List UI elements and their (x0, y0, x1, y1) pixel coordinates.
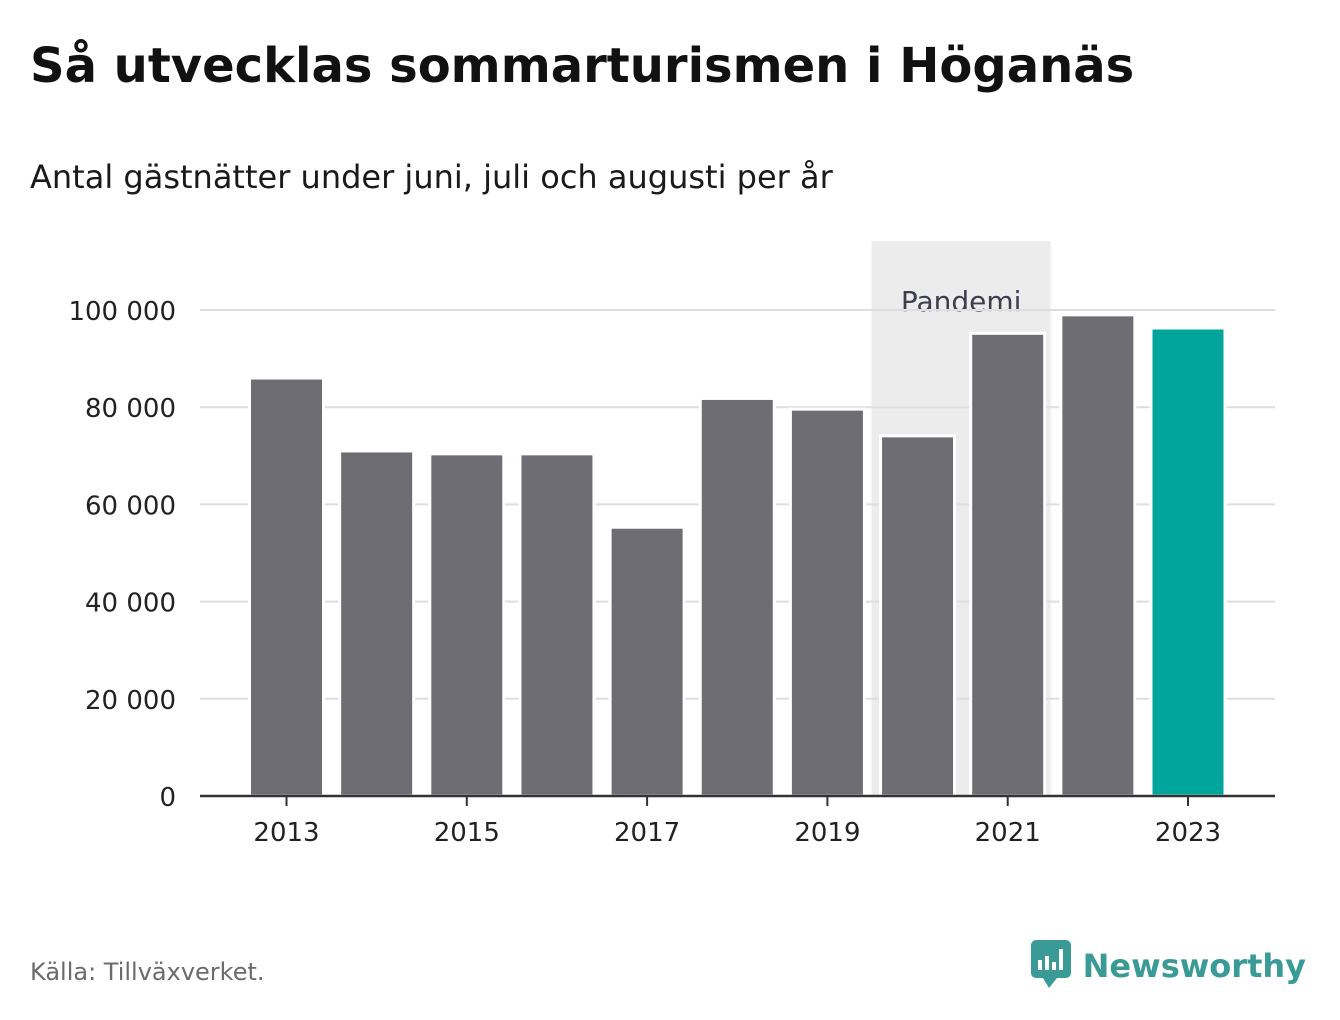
y-tick-label: 80 000 (85, 394, 176, 424)
y-tick-label: 40 000 (85, 589, 176, 619)
bar-2013 (248, 376, 325, 798)
bar-2017 (608, 525, 686, 798)
chart-title: Så utvecklas sommarturismen i Höganäs (30, 38, 1135, 94)
bar-2019 (788, 407, 866, 798)
y-tick-label: 100 000 (68, 297, 176, 327)
y-tick-label: 60 000 (85, 491, 176, 521)
x-tick-label: 2019 (794, 818, 860, 848)
bar-2018 (698, 396, 776, 798)
source-note: Källa: Tillväxverket. (30, 958, 265, 986)
bar-2021 (969, 331, 1047, 798)
bar-2016 (518, 452, 596, 798)
axes: 0 20 000 40 000 60 000 80 000 100 000 2013 2015… (68, 297, 1275, 848)
brand-name: Newsworthy (1082, 947, 1306, 985)
bar-2014 (338, 449, 416, 798)
x-tick-label: 2023 (1155, 818, 1221, 848)
brand-logo: Newsworthy (1030, 940, 1306, 992)
x-tick-label: 2013 (253, 818, 319, 848)
x-tick-label: 2021 (975, 818, 1041, 848)
chart-subtitle: Antal gästnätter under juni, juli och au… (30, 158, 833, 196)
bar-2023 (1149, 326, 1227, 798)
newsworthy-logo-icon (1030, 940, 1071, 992)
bar-2022 (1059, 313, 1137, 798)
x-tick-label: 2015 (434, 818, 500, 848)
bar-2015 (428, 452, 506, 798)
bars (248, 313, 1227, 798)
bar-2020 (879, 434, 957, 798)
y-tick-label: 0 (159, 783, 176, 813)
y-tick-label: 20 000 (85, 686, 176, 716)
x-tick-label: 2017 (614, 818, 680, 848)
pandemic-label: Pandemi (901, 285, 1022, 318)
bar-chart: Pandemi 0 20 000 40 000 60 000 80 000 100 000… (68, 241, 1275, 848)
